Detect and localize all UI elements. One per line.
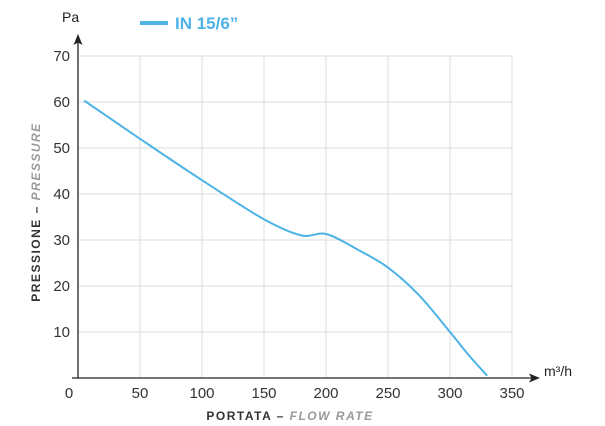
x-unit-label: m³/h [544, 363, 572, 379]
x-tick-label: 50 [132, 385, 149, 402]
axes [72, 34, 540, 383]
legend-label: IN 15/6” [175, 14, 238, 33]
x-axis-title-sub: FLOW RATE [290, 409, 374, 423]
x-tick-label: 0 [65, 385, 73, 402]
x-tick-label: 350 [499, 385, 524, 402]
y-tick-label: 70 [53, 48, 70, 65]
y-axis-arrow [73, 34, 83, 45]
x-tick-label: 200 [313, 385, 338, 402]
y-tick-label: 60 [53, 94, 70, 111]
x-axis-arrow [529, 373, 540, 383]
y-axis-title-sub: PRESSURE [29, 122, 43, 200]
x-tick-label: 300 [437, 385, 462, 402]
grid-lines [78, 55, 513, 378]
x-axis-title: PORTATA – FLOW RATE [206, 409, 373, 423]
series-line [83, 99, 488, 377]
x-tick-label: 150 [251, 385, 276, 402]
y-axis-title-main: PRESSIONE [29, 218, 43, 302]
y-tick-label: 20 [53, 278, 70, 295]
y-axis-title-dash: – [29, 200, 43, 218]
y-tick-label: 10 [53, 324, 70, 341]
y-axis-title: PRESSIONE – PRESSURE [29, 122, 43, 301]
y-tick-label: 30 [53, 232, 70, 249]
x-tick-label: 100 [189, 385, 214, 402]
tick-labels: 0 50 100 150 200 250 300 350 10 20 30 40 50 60 70 [53, 48, 524, 402]
legend: IN 15/6” [140, 14, 238, 33]
y-tick-label: 40 [53, 186, 70, 203]
x-tick-label: 250 [375, 385, 400, 402]
x-axis-title-main: PORTATA [206, 409, 271, 423]
y-tick-label: 50 [53, 140, 70, 157]
y-unit-label: Pa [62, 9, 79, 25]
x-axis-title-dash: – [272, 409, 290, 423]
